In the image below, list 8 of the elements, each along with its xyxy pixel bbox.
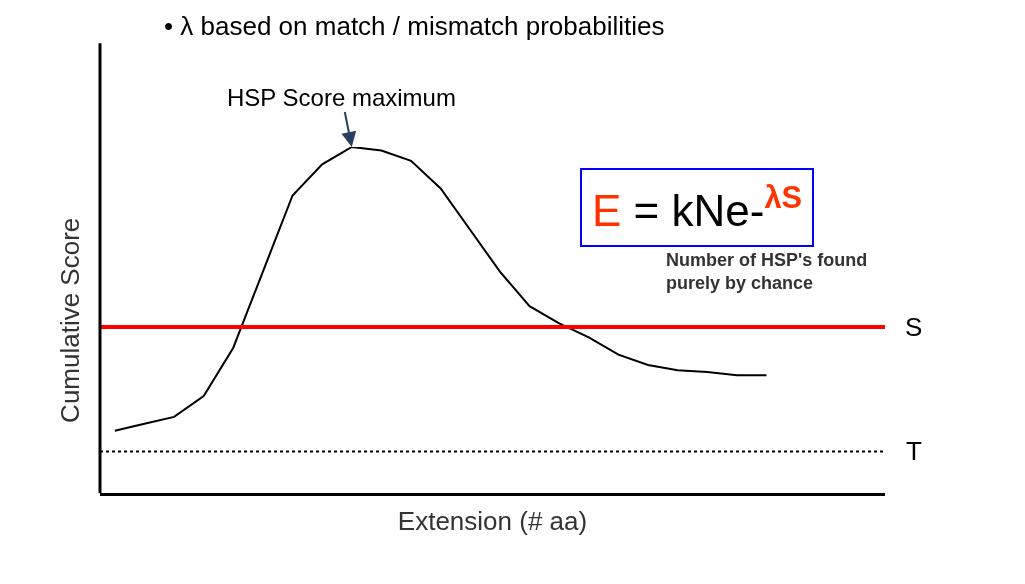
- x-axis-title: Extension (# aa): [397, 506, 588, 537]
- annotation: E = kNe-$^{λS}$: [592, 180, 803, 236]
- annotation: Number of HSP's found purely by chance: [666, 250, 868, 294]
- ref-line-label: S: [905, 312, 923, 342]
- ref-line-label: T: [906, 436, 922, 466]
- y-axis-title: Cumulative Score: [54, 217, 85, 423]
- text: • λ based on match / mismatch probabilities: [164, 11, 665, 41]
- text: HSP Score maximum: [227, 84, 456, 111]
